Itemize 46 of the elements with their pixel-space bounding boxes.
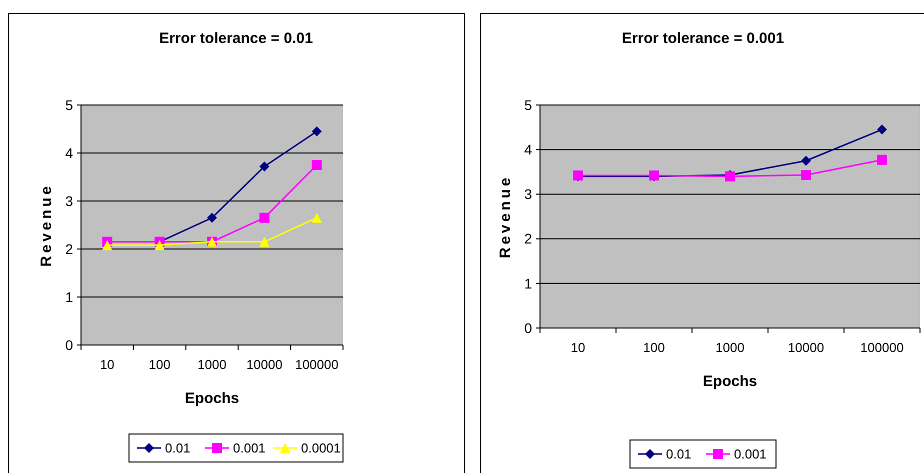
point [312, 160, 322, 170]
point [312, 126, 322, 136]
x-tick-label: 10000 [246, 357, 282, 372]
y-tick-label: 0 [524, 320, 532, 336]
x-tick-label: 10000 [788, 340, 824, 355]
x-tick-label: 100 [643, 340, 665, 355]
x-tick-label: 100 [148, 357, 170, 372]
y-tick-label: 3 [524, 186, 532, 202]
y-tick-label: 2 [65, 240, 74, 257]
point [154, 240, 165, 250]
y-tick-label: 0 [65, 336, 74, 353]
x-tick-label: 1000 [198, 357, 226, 372]
y-tick-label: 4 [65, 144, 74, 161]
chart-title: Error tolerance = 0.01 [159, 30, 313, 47]
point [259, 161, 270, 172]
x-tick-label: 100000 [295, 357, 338, 372]
x-tick-label: 100000 [860, 340, 904, 355]
legend-label: 0.001 [233, 440, 266, 456]
y-axis-title: Revenue [497, 174, 514, 258]
x-tick-label: 10 [570, 340, 586, 355]
y-axis-title: Revenue [38, 183, 55, 267]
x-tick-label: 10 [100, 357, 114, 372]
point [207, 212, 217, 223]
point [102, 240, 112, 250]
y-tick-label: 4 [524, 142, 532, 158]
legend-label: 0.0001 [301, 440, 341, 456]
point [259, 236, 270, 247]
y-tick-label: 1 [524, 275, 532, 292]
chart-title: Error tolerance = 0.001 [622, 30, 784, 47]
legend-label: 0.01 [165, 440, 190, 456]
legend-label: 0.001 [734, 446, 767, 462]
point [801, 156, 811, 166]
point [259, 212, 270, 223]
y-tick-label: 2 [524, 230, 532, 247]
y-tick-label: 3 [65, 192, 74, 209]
y-tick-label: 5 [65, 96, 74, 113]
point [877, 124, 887, 135]
point [801, 170, 811, 180]
x-tick-label: 1000 [716, 340, 744, 355]
y-tick-label: 5 [524, 96, 532, 113]
y-tick-label: 1 [65, 288, 74, 305]
point [312, 212, 322, 223]
legend-label: 0.01 [666, 446, 692, 462]
point [877, 154, 887, 165]
x-axis-title: Epochs [702, 373, 758, 390]
x-axis-title: Epochs [184, 390, 240, 407]
